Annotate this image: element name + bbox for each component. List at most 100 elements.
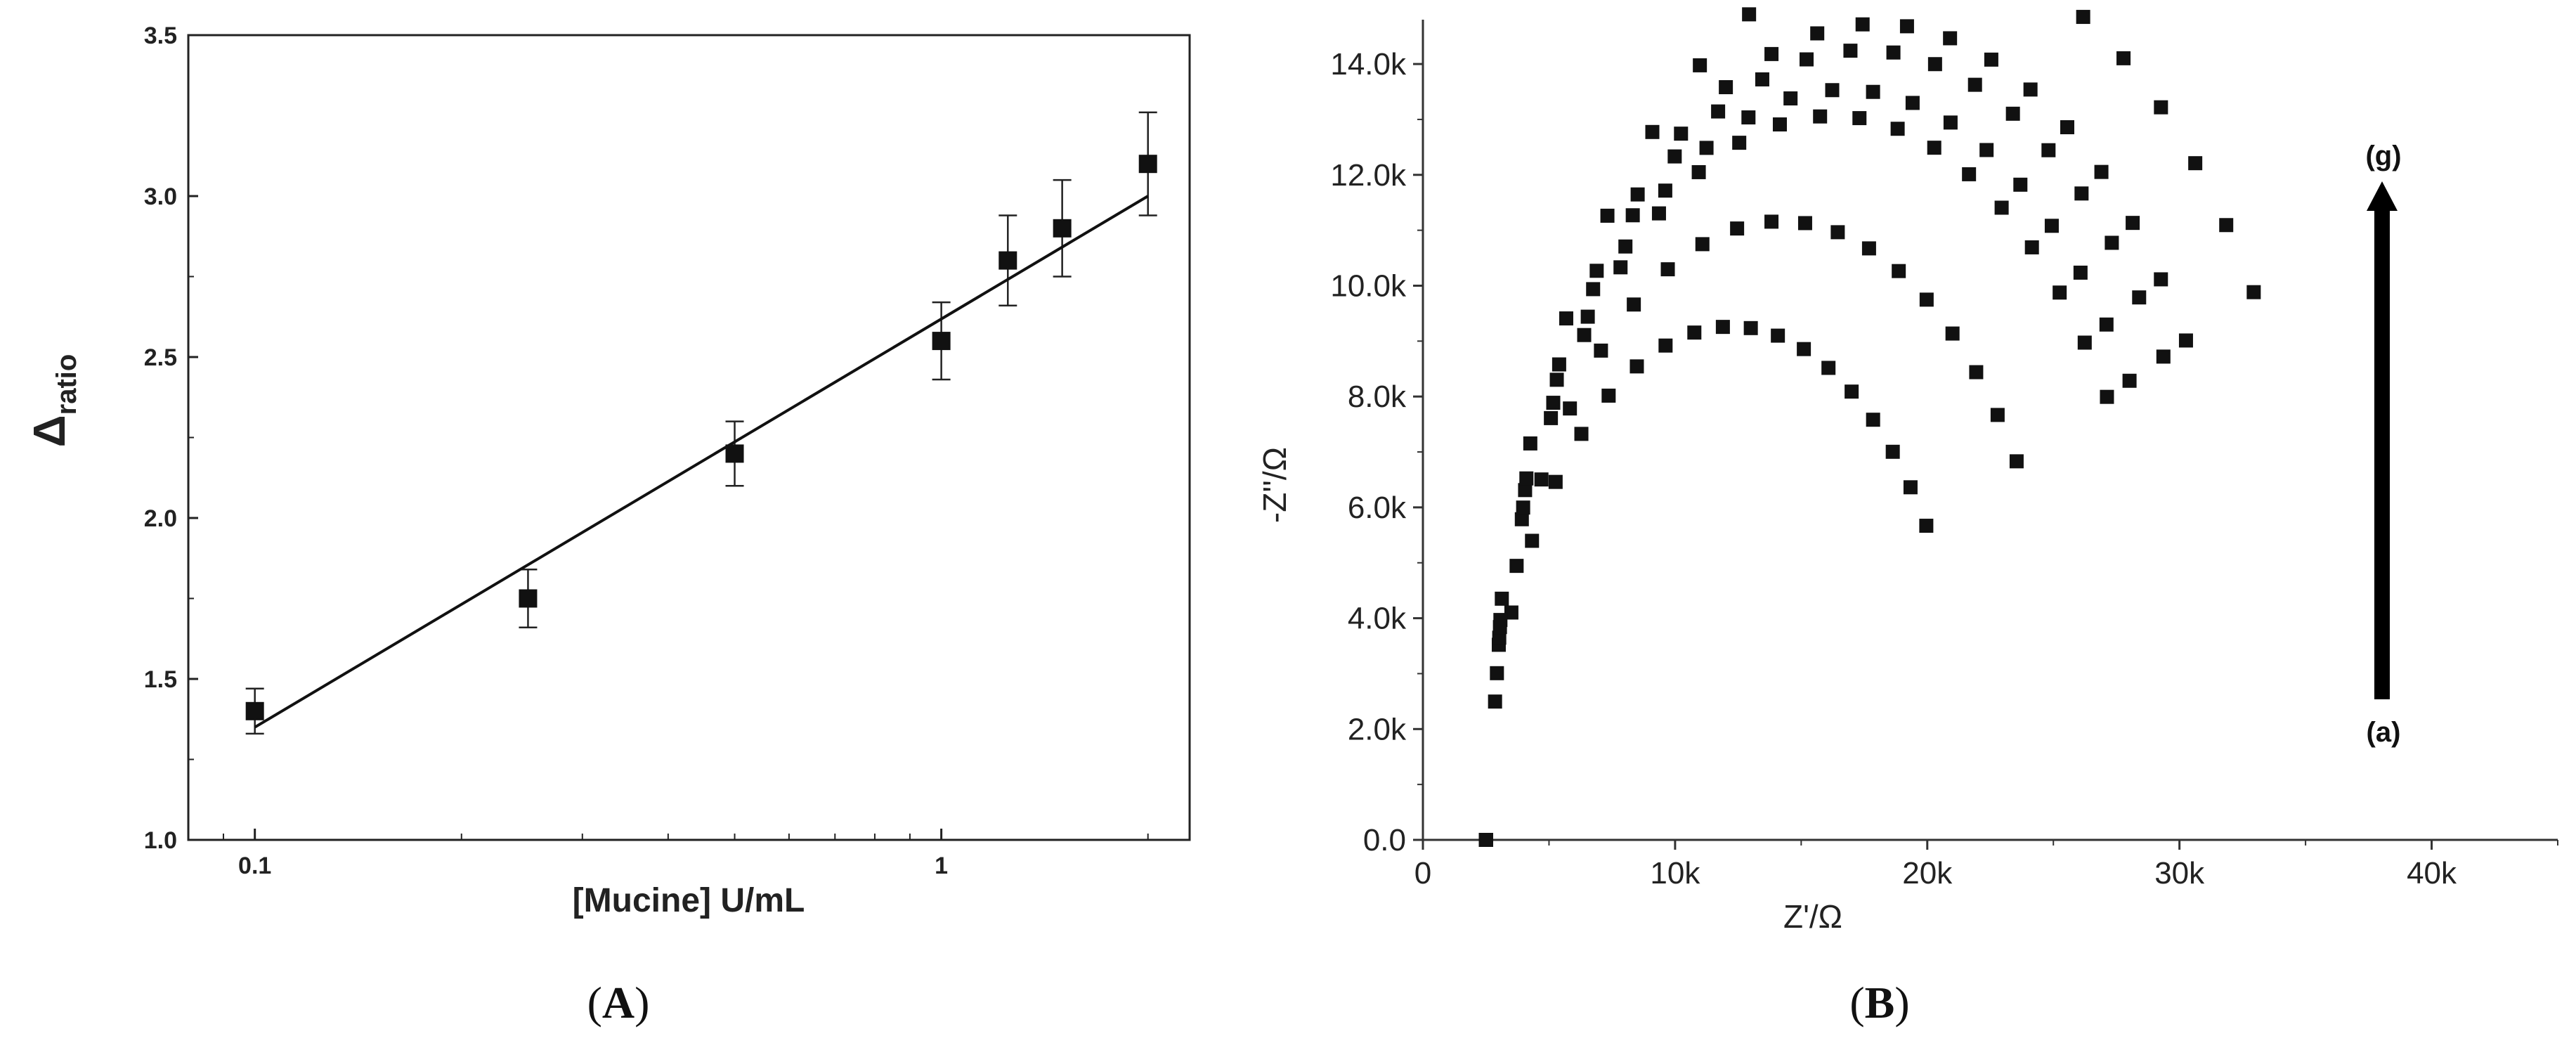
- b-data-point: [1742, 7, 1757, 22]
- b-data-point: [2005, 106, 2020, 121]
- b-data-point: [1509, 559, 1524, 574]
- b-data-point: [1546, 396, 1561, 410]
- b-data-point: [2009, 454, 2024, 469]
- b-data-point: [1852, 111, 1867, 126]
- b-data-point: [1905, 96, 1920, 110]
- b-data-point: [1743, 320, 1758, 335]
- b-x-tick-label: 20k: [1902, 856, 1953, 890]
- b-data-point: [1885, 444, 1900, 459]
- panel-a-y-axis-label: Δratio: [24, 354, 82, 448]
- b-data-point: [1525, 533, 1540, 548]
- b-y-tick-label: 6.0k: [1348, 491, 1407, 525]
- b-data-point: [1994, 200, 2009, 215]
- panel-a-plot-frame: [187, 34, 1191, 841]
- b-data-point: [1861, 241, 1876, 256]
- b-data-point: [1730, 221, 1745, 236]
- b-data-point: [1687, 325, 1702, 340]
- panel-a-fit-line: [254, 195, 1149, 729]
- b-data-point: [1772, 117, 1787, 132]
- panel-b-chart: 0.0 2.0k 4.0k 6.0k 8.0k 10.0k 12.0k 14.0k 0 10k 2…: [1256, 7, 2558, 1028]
- a-data-point: [245, 701, 264, 720]
- a-data-point: [1138, 155, 1157, 174]
- b-data-point: [1943, 31, 1958, 46]
- b-data-point: [1574, 427, 1589, 441]
- b-y-tick-label: 4.0k: [1348, 602, 1407, 636]
- b-data-point: [1586, 282, 1601, 297]
- a-x-tick-label: 1: [935, 853, 948, 879]
- panel-b-y-axis-label: -Z''/Ω: [1256, 447, 1293, 523]
- a-data-point: [932, 332, 951, 351]
- b-data-point: [2219, 218, 2234, 233]
- b-data-point: [1866, 413, 1880, 427]
- a-data-point: [725, 444, 744, 463]
- panel-b-letter: B: [1865, 978, 1895, 1028]
- b-data-point: [1601, 388, 1616, 403]
- b-data-point: [1488, 694, 1502, 709]
- trend-arrow-head: [2367, 181, 2398, 211]
- b-x-tick-label: 0: [1414, 856, 1431, 890]
- b-data-point: [1493, 613, 1508, 628]
- b-data-point: [2024, 240, 2039, 254]
- annotation-g: (g): [2365, 141, 2401, 171]
- b-data-point: [2126, 216, 2140, 231]
- b-data-point: [1580, 309, 1595, 324]
- panel-b-x-ticks: 0 10k 20k 30k 40k: [1414, 840, 2558, 890]
- b-data-point: [1660, 262, 1675, 277]
- b-data-point: [2044, 219, 2059, 233]
- b-data-point: [1919, 292, 1934, 307]
- b-data-point: [2100, 389, 2114, 404]
- b-data-point: [1577, 328, 1592, 342]
- b-data-point: [1504, 605, 1518, 620]
- b-data-point: [1979, 143, 1994, 157]
- b-data-point: [1519, 471, 1534, 486]
- panel-b-x-axis-label: Z'/Ω: [1783, 898, 1842, 935]
- b-data-point: [1518, 483, 1533, 498]
- b-data-point: [1548, 474, 1563, 489]
- b-data-point: [1764, 46, 1779, 61]
- b-data-point: [1866, 84, 1880, 99]
- b-data-point: [2156, 349, 2171, 364]
- b-data-point: [1890, 122, 1905, 136]
- b-data-point: [1693, 58, 1707, 72]
- b-data-point: [1715, 320, 1730, 335]
- b-y-tick-label: 8.0k: [1348, 380, 1407, 414]
- b-data-point: [1945, 326, 1960, 341]
- b-data-point: [1711, 104, 1726, 119]
- b-data-point: [1589, 264, 1604, 278]
- annotation-a: (a): [2367, 717, 2401, 748]
- b-data-point: [2246, 285, 2261, 299]
- a-y-tick-label: 1.5: [144, 666, 177, 693]
- b-data-point: [2023, 82, 2038, 97]
- a-y-tick-label: 3.5: [144, 22, 177, 49]
- b-data-point: [1855, 17, 1870, 32]
- b-data-point: [1495, 591, 1509, 606]
- b-data-point: [2178, 333, 2193, 348]
- b-data-point: [1549, 372, 1564, 387]
- b-data-point: [1984, 52, 1998, 67]
- panel-a-error-bars: [245, 111, 1157, 735]
- b-data-point: [1625, 208, 1640, 223]
- b-x-tick-label: 30k: [2154, 856, 2205, 890]
- b-x-tick-label: 40k: [2407, 856, 2457, 890]
- b-data-point: [1927, 141, 1941, 155]
- b-y-tick-label: 12.0k: [1330, 158, 1407, 193]
- b-data-point: [1797, 342, 1811, 356]
- b-data-point: [1534, 472, 1549, 487]
- b-data-point: [1691, 164, 1706, 179]
- b-data-point: [2053, 285, 2067, 300]
- b-data-point: [2077, 335, 2092, 350]
- b-data-point: [1651, 206, 1666, 221]
- panel-a-y-ticks: 1.0 1.5 2.0 2.5 3.0 3.5: [144, 22, 198, 854]
- b-data-point: [1783, 91, 1798, 106]
- b-data-point: [1629, 359, 1644, 374]
- b-data-point: [1544, 410, 1559, 425]
- panel-a-label: (A): [587, 978, 650, 1028]
- b-data-point: [1771, 328, 1785, 343]
- panel-b-y-ticks: 0.0 2.0k 4.0k 6.0k 8.0k 10.0k 12.0k 14.0k: [1330, 47, 1423, 857]
- b-data-point: [1490, 666, 1504, 680]
- panel-b-label: (B): [1849, 978, 1909, 1028]
- b-data-point: [2105, 235, 2119, 250]
- b-data-point: [1845, 384, 1859, 399]
- b-data-point: [1695, 237, 1710, 252]
- b-data-point: [1903, 480, 1918, 495]
